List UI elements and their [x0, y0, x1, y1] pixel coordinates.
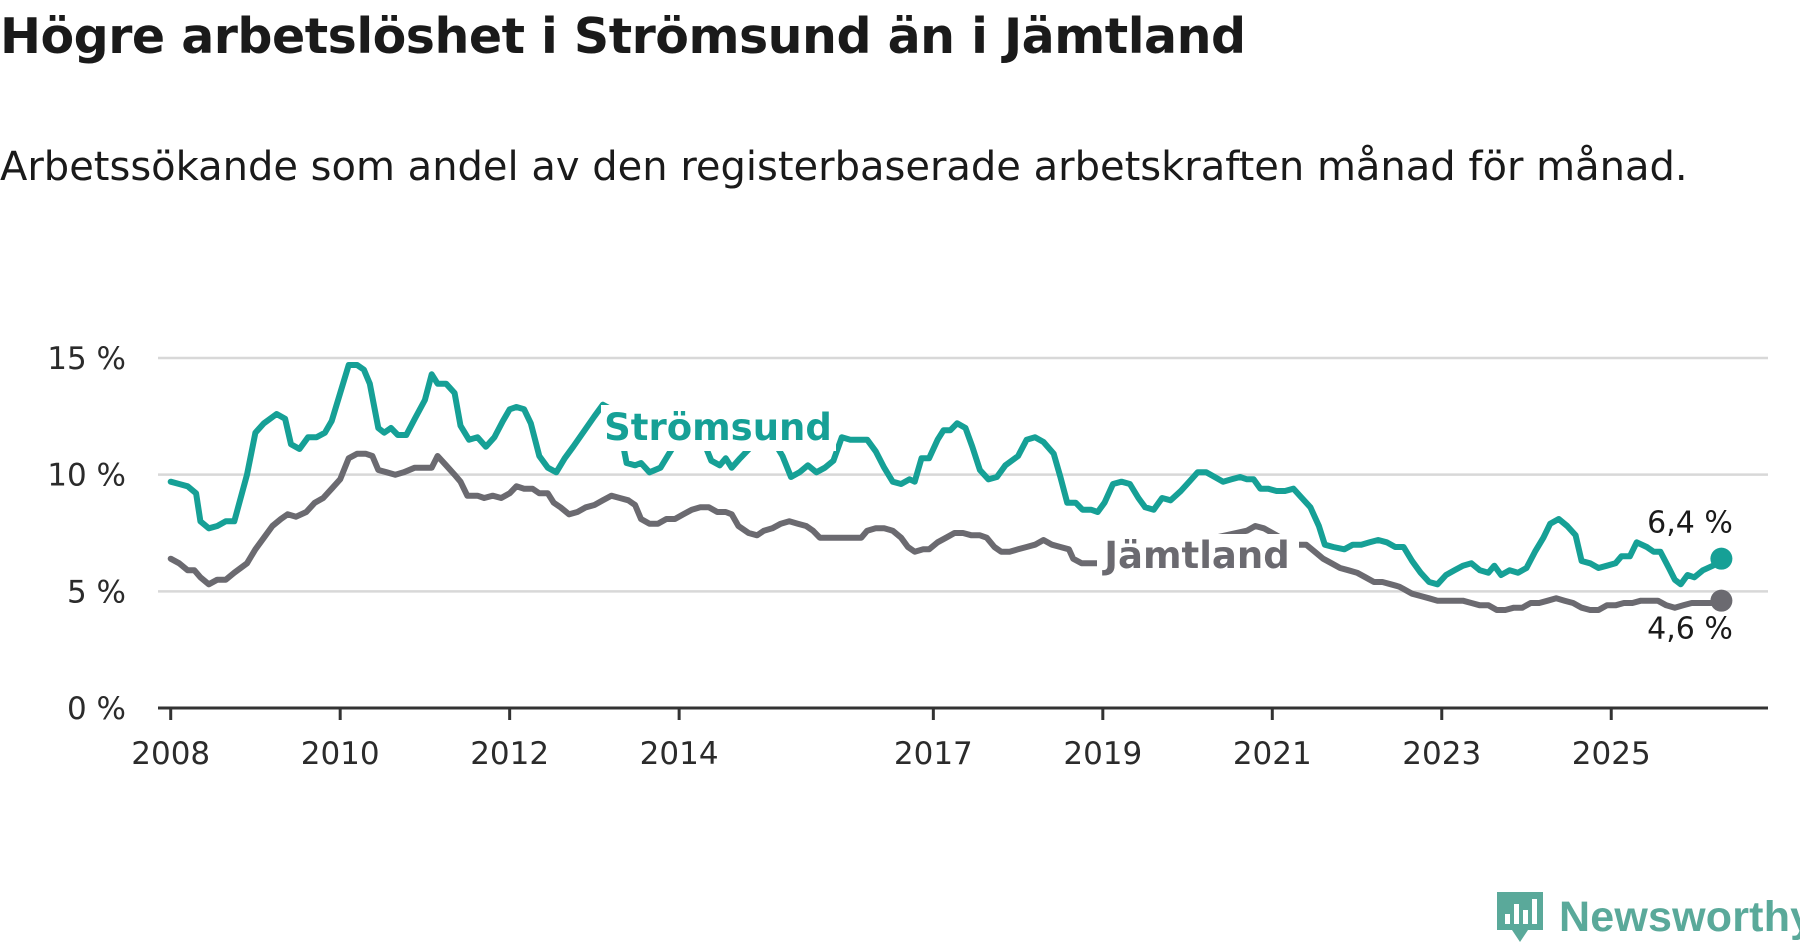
- x-tick-label: 2025: [1572, 736, 1651, 772]
- axes: 0 % 5 % 10 % 15 % 2008 2010 2012 2014 2017 2019 20…: [47, 341, 1768, 772]
- series-lines: [167, 362, 1733, 613]
- end-value-label-jamtland: 4,6 %: [1647, 612, 1733, 647]
- x-tick-label: 2017: [894, 736, 973, 772]
- bar-chart-badge-icon: [1497, 892, 1543, 942]
- y-tick-label: 10 %: [47, 458, 126, 494]
- series-end-marker: [1710, 547, 1733, 570]
- y-tick-label: 0 %: [67, 691, 126, 727]
- end-value-label-stromsund: 6,4 %: [1647, 506, 1733, 541]
- series-label-halo: [601, 405, 836, 451]
- x-tick-label: 2008: [131, 736, 210, 772]
- x-tick-label: 2014: [640, 736, 719, 772]
- y-tick-label: 15 %: [47, 341, 126, 377]
- series-labels: Strömsund Jämtland 6,4 % 4,6 %: [601, 405, 1733, 647]
- series-label-halo: [1097, 534, 1299, 580]
- series-line-stromsund: [167, 362, 1725, 588]
- series-line-jamtland: [167, 450, 1725, 613]
- x-tick-label: 2019: [1063, 736, 1142, 772]
- x-tick-label: 2010: [301, 736, 380, 772]
- x-tick-label: 2021: [1233, 736, 1312, 772]
- chart-title: Högre arbetslöshet i Strömsund än i Jämt…: [0, 8, 1246, 65]
- x-tick-label: 2012: [470, 736, 549, 772]
- series-label-stromsund: Strömsund: [604, 406, 832, 449]
- chart-subtitle: Arbetssökande som andel av den registerb…: [0, 144, 1688, 190]
- x-tick-label: 2023: [1402, 736, 1481, 772]
- brand-name: Newsworthy: [1559, 892, 1800, 941]
- series-label-jamtland: Jämtland: [1101, 534, 1289, 577]
- newsworthy-logo: Newsworthy: [1495, 890, 1800, 944]
- gridlines: [158, 356, 1768, 593]
- series-end-marker: [1710, 589, 1733, 612]
- y-tick-label: 5 %: [67, 574, 126, 610]
